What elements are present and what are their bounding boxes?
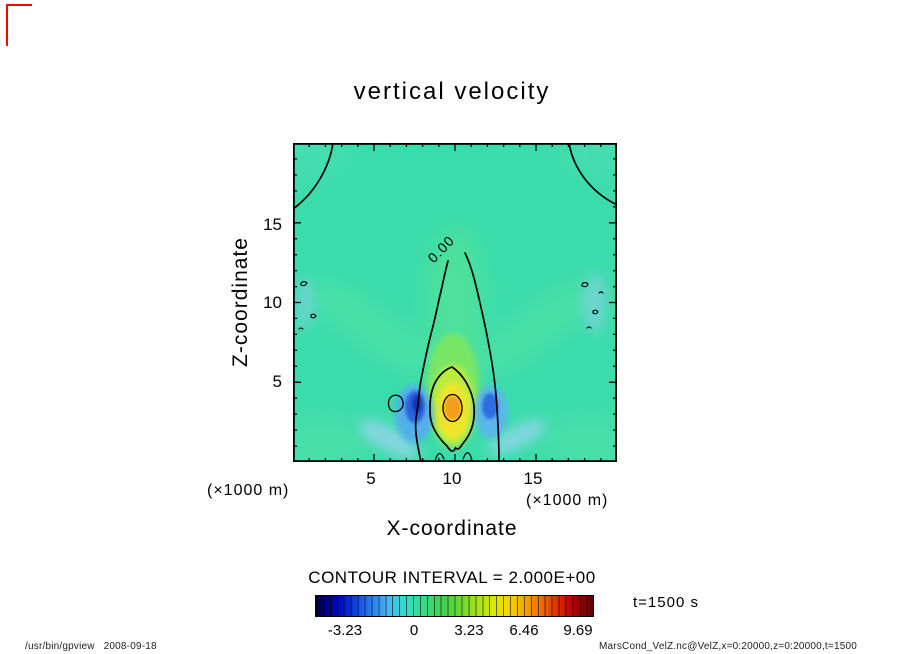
colorbar-tick-neg3: -3.23	[327, 622, 363, 639]
contour-lines	[293, 143, 617, 462]
x-axis-unit-label: (×1000 m)	[526, 492, 609, 509]
frame-mark-horizontal	[6, 4, 32, 6]
colorbar-tick-0: 0	[409, 622, 419, 639]
colorbar-tick-6: 6.46	[509, 622, 539, 639]
chart-title: vertical velocity	[353, 78, 551, 105]
field-fill	[293, 143, 617, 462]
colorbar	[315, 595, 594, 617]
time-annotation: t=1500 s	[633, 594, 699, 611]
colorbar-tick-9: 9.69	[563, 622, 593, 639]
footer-dataset-info: MarsCond_VelZ.nc@VelZ,x=0:20000,z=0:2000…	[599, 641, 857, 652]
footer-program-date: /usr/bin/gpview 2008-09-18	[25, 641, 157, 652]
x-tick-label-5: 5	[366, 469, 376, 488]
y-tick-label-15: 15	[263, 215, 282, 234]
y-tick-label-10: 10	[263, 293, 282, 312]
y-axis-unit-label: (×1000 m)	[207, 482, 290, 499]
contour-interval-label: CONTOUR INTERVAL = 2.000E+00	[308, 568, 596, 587]
updraft-plume	[426, 333, 480, 449]
x-tick-label-10: 10	[442, 469, 462, 488]
colorbar-cells	[316, 596, 593, 616]
axis-tick-marks	[293, 143, 617, 462]
frame-mark-vertical	[6, 4, 8, 46]
x-axis-label: X-coordinate	[386, 517, 518, 540]
x-tick-label-15: 15	[523, 469, 543, 488]
plot-frame	[293, 143, 617, 462]
y-tick-label-5: 5	[272, 372, 282, 391]
contour-plot	[293, 143, 617, 462]
downdraft-halos	[295, 273, 607, 459]
updraft-core	[444, 396, 461, 420]
colorbar-tick-3: 3.23	[454, 622, 484, 639]
